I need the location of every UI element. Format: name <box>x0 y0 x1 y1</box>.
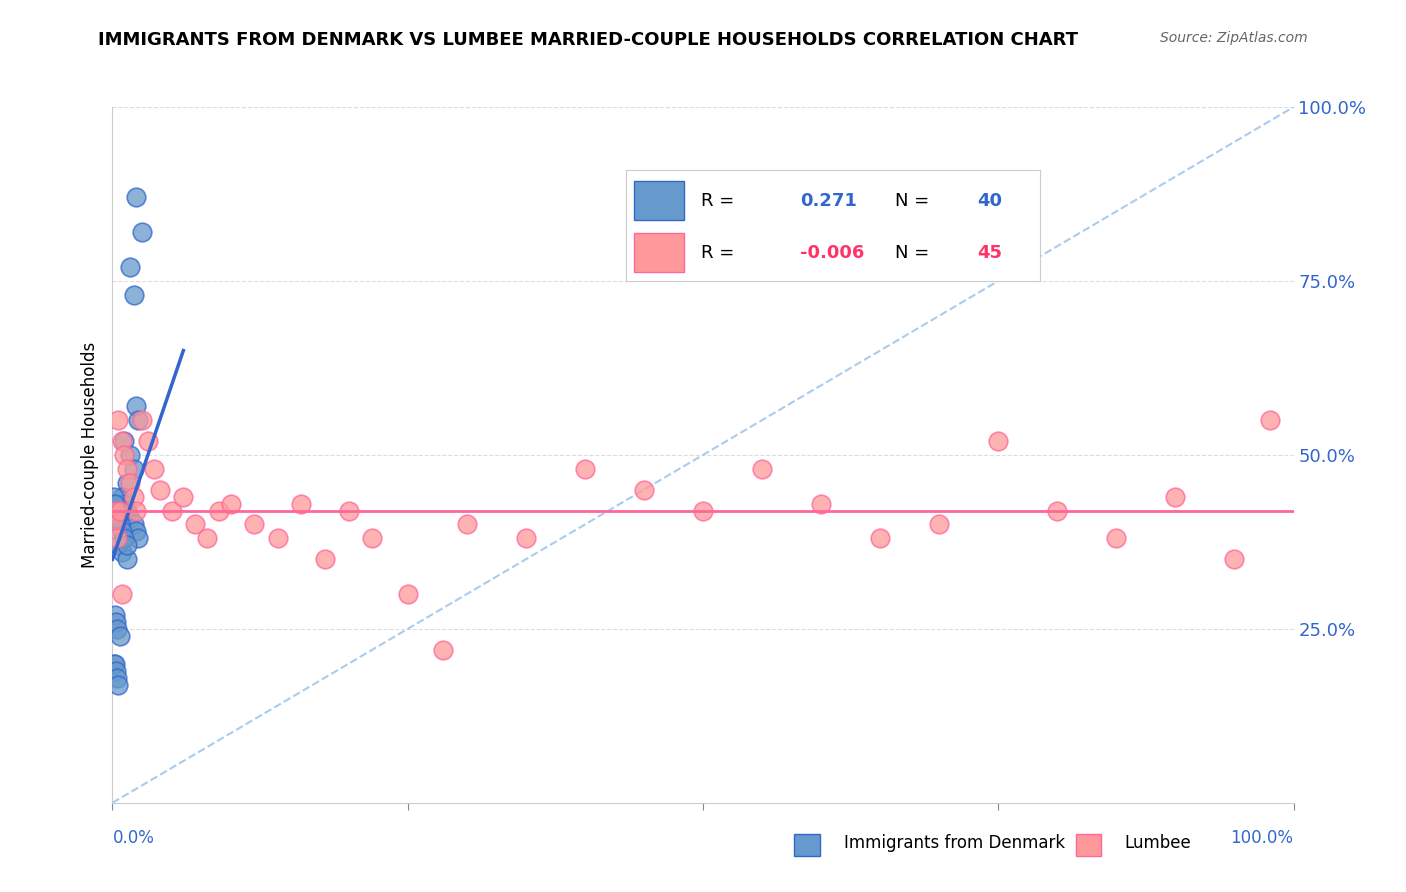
Point <box>149 483 172 497</box>
Point <box>115 538 138 552</box>
Point <box>142 462 165 476</box>
Point <box>111 434 134 448</box>
Point <box>869 532 891 546</box>
Point <box>111 587 134 601</box>
Point <box>243 517 266 532</box>
Point <box>103 497 125 511</box>
Text: IMMIGRANTS FROM DENMARK VS LUMBEE MARRIED-COUPLE HOUSEHOLDS CORRELATION CHART: IMMIGRANTS FROM DENMARK VS LUMBEE MARRIE… <box>98 31 1078 49</box>
Point <box>108 503 131 517</box>
Point <box>120 448 142 462</box>
Point <box>115 552 138 566</box>
Point <box>105 532 128 546</box>
Point <box>107 677 129 691</box>
Point <box>112 532 135 546</box>
Point <box>136 434 159 448</box>
Point <box>105 517 128 532</box>
Point <box>131 413 153 427</box>
Point <box>574 462 596 476</box>
Point <box>1258 413 1281 427</box>
Point <box>127 413 149 427</box>
Point <box>103 657 125 671</box>
Point <box>172 490 194 504</box>
Point <box>122 517 145 532</box>
Point <box>111 545 134 559</box>
Point <box>104 503 127 517</box>
Point <box>396 587 419 601</box>
Text: Lumbee: Lumbee <box>1125 834 1191 852</box>
Point <box>108 629 131 643</box>
Point <box>987 434 1010 448</box>
Point <box>751 462 773 476</box>
Point <box>633 483 655 497</box>
Text: Immigrants from Denmark: Immigrants from Denmark <box>844 834 1064 852</box>
Point <box>928 517 950 532</box>
Point <box>104 503 127 517</box>
Point <box>120 510 142 524</box>
Point <box>432 642 454 657</box>
Point <box>195 532 218 546</box>
Point <box>115 503 138 517</box>
Point <box>810 497 832 511</box>
Point <box>115 475 138 490</box>
Point <box>208 503 231 517</box>
Point <box>290 497 312 511</box>
Point <box>122 462 145 476</box>
Text: Source: ZipAtlas.com: Source: ZipAtlas.com <box>1160 31 1308 45</box>
Point <box>184 517 207 532</box>
Point <box>125 503 148 517</box>
Point <box>115 462 138 476</box>
Point <box>105 503 128 517</box>
Point <box>112 448 135 462</box>
Point <box>107 413 129 427</box>
Point <box>105 664 128 678</box>
Point <box>1223 552 1246 566</box>
Point <box>105 622 128 636</box>
Point <box>105 671 128 685</box>
Point <box>267 532 290 546</box>
Point <box>127 532 149 546</box>
Point <box>104 607 127 622</box>
Point <box>120 475 142 490</box>
Text: 100.0%: 100.0% <box>1230 829 1294 847</box>
Point <box>112 497 135 511</box>
Point <box>108 517 131 532</box>
Point <box>103 490 125 504</box>
Point <box>125 190 148 204</box>
Point <box>120 260 142 274</box>
Point <box>1164 490 1187 504</box>
Point <box>105 615 128 629</box>
Point <box>104 497 127 511</box>
Point <box>314 552 336 566</box>
Point <box>692 503 714 517</box>
Point <box>105 510 128 524</box>
Point <box>361 532 384 546</box>
Point <box>515 532 537 546</box>
Y-axis label: Married-couple Households: Married-couple Households <box>80 342 98 568</box>
Point <box>125 524 148 539</box>
Point <box>160 503 183 517</box>
Point <box>122 490 145 504</box>
Point <box>107 510 129 524</box>
Point <box>219 497 242 511</box>
Point <box>107 538 129 552</box>
Point <box>337 503 360 517</box>
Point <box>104 657 127 671</box>
Point <box>131 225 153 239</box>
Point <box>456 517 478 532</box>
Point <box>125 399 148 413</box>
Point <box>111 490 134 504</box>
Point <box>112 434 135 448</box>
Point <box>1046 503 1069 517</box>
Point <box>111 524 134 539</box>
Point <box>1105 532 1128 546</box>
Point <box>122 288 145 302</box>
Text: 0.0%: 0.0% <box>112 829 155 847</box>
